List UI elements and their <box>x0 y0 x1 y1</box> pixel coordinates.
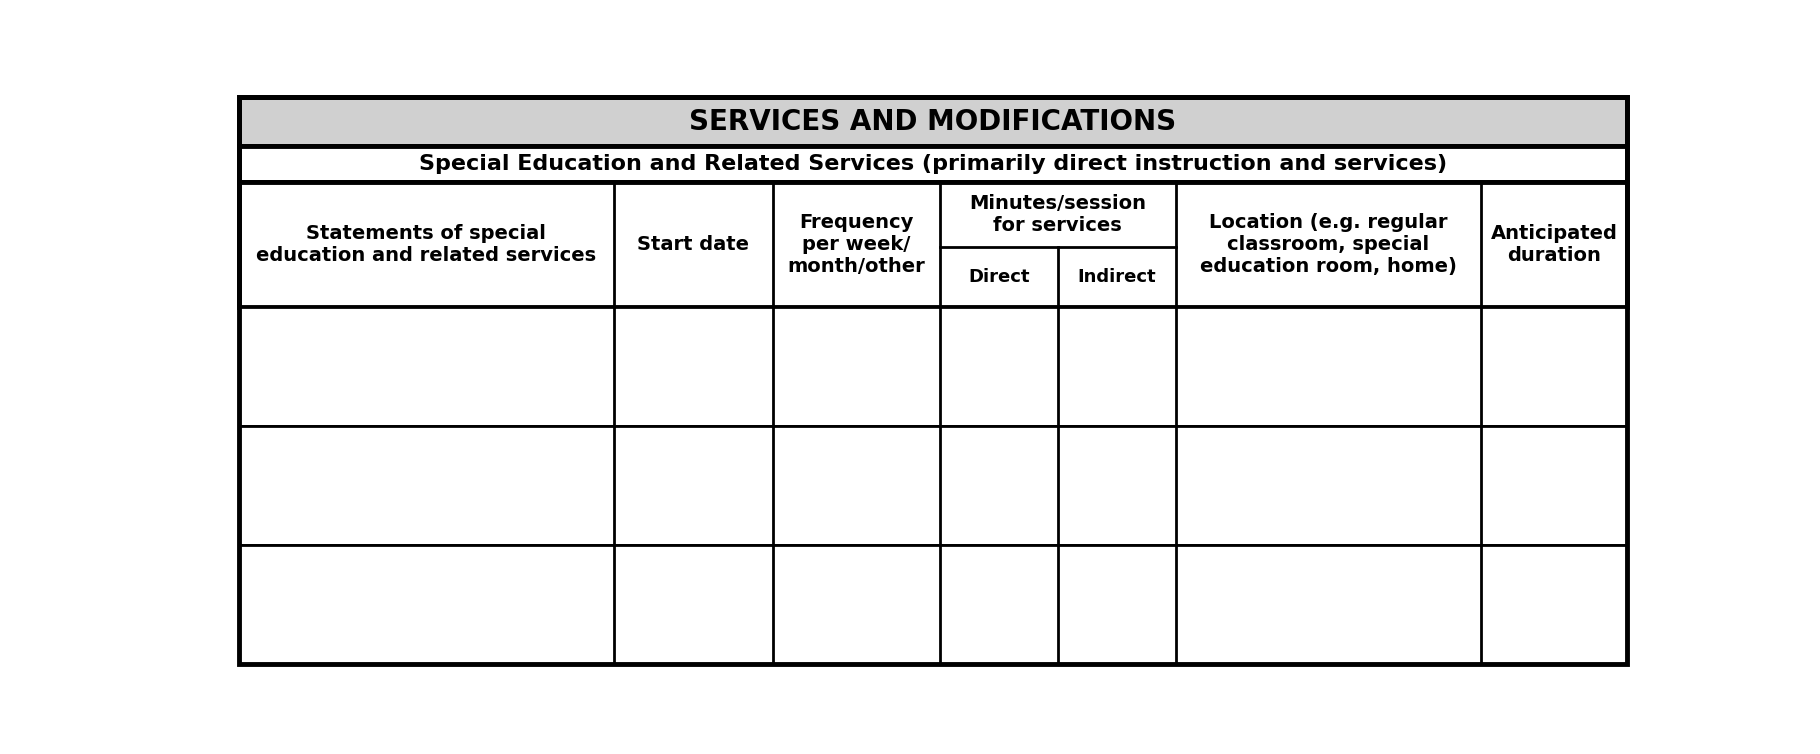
Text: Start date: Start date <box>637 234 750 254</box>
Text: SERVICES AND MODIFICATIONS: SERVICES AND MODIFICATIONS <box>690 108 1176 136</box>
Text: Special Education and Related Services (primarily direct instruction and service: Special Education and Related Services (… <box>419 154 1447 174</box>
Bar <box>238 97 1627 146</box>
Text: Frequency
per week/
month/other: Frequency per week/ month/other <box>788 213 925 276</box>
Text: Anticipated
duration: Anticipated duration <box>1491 224 1618 265</box>
Text: Indirect: Indirect <box>1077 268 1156 286</box>
Bar <box>238 545 1627 664</box>
Text: Location (e.g. regular
classroom, special
education room, home): Location (e.g. regular classroom, specia… <box>1199 213 1456 276</box>
Text: Direct: Direct <box>968 268 1030 286</box>
Text: Statements of special
education and related services: Statements of special education and rela… <box>257 224 597 265</box>
Bar <box>238 426 1627 545</box>
Text: Minutes/session
for services: Minutes/session for services <box>970 194 1147 235</box>
Bar <box>238 146 1627 182</box>
Bar <box>238 307 1627 426</box>
Bar <box>238 182 1627 307</box>
